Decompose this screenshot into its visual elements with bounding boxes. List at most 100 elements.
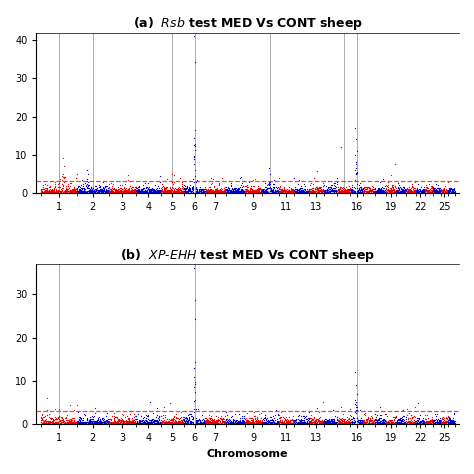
Point bbox=[432, 419, 440, 426]
Point bbox=[51, 420, 58, 428]
Point bbox=[131, 186, 139, 194]
Point bbox=[37, 417, 45, 424]
Point bbox=[304, 418, 311, 426]
Point bbox=[294, 186, 302, 194]
Point bbox=[51, 181, 58, 188]
Point bbox=[414, 417, 422, 425]
Point bbox=[224, 186, 231, 194]
Point bbox=[399, 415, 407, 422]
Point bbox=[49, 420, 57, 428]
Point bbox=[108, 420, 115, 428]
Point bbox=[103, 419, 110, 427]
Point bbox=[440, 416, 448, 424]
Point bbox=[172, 187, 180, 194]
Point bbox=[164, 187, 172, 194]
Point bbox=[302, 416, 310, 423]
Point bbox=[361, 183, 369, 191]
Point bbox=[389, 419, 397, 426]
Point bbox=[96, 419, 103, 427]
Point bbox=[193, 419, 201, 426]
Point bbox=[156, 186, 164, 194]
Point bbox=[159, 188, 167, 195]
Point bbox=[283, 415, 291, 423]
Point bbox=[153, 416, 161, 424]
Point bbox=[138, 188, 146, 196]
Point bbox=[392, 408, 400, 415]
Point bbox=[164, 188, 172, 195]
Point bbox=[181, 188, 188, 195]
Point bbox=[152, 186, 159, 194]
Point bbox=[53, 188, 60, 196]
Point bbox=[365, 420, 373, 428]
Point bbox=[417, 188, 425, 196]
Point bbox=[244, 418, 251, 426]
Point bbox=[119, 187, 127, 194]
Point bbox=[155, 412, 163, 419]
Point bbox=[101, 183, 109, 191]
Point bbox=[41, 413, 48, 420]
Point bbox=[336, 420, 343, 428]
Point bbox=[197, 419, 205, 426]
Point bbox=[412, 417, 420, 425]
Point bbox=[79, 187, 86, 195]
Point bbox=[104, 419, 112, 427]
Point bbox=[119, 188, 127, 195]
Point bbox=[153, 189, 161, 196]
Point bbox=[54, 418, 61, 426]
Point bbox=[68, 419, 76, 426]
Point bbox=[414, 418, 422, 425]
Point bbox=[228, 417, 235, 425]
Point bbox=[163, 184, 170, 192]
Point bbox=[179, 185, 186, 193]
Point bbox=[236, 414, 244, 422]
Point bbox=[118, 416, 126, 424]
Point bbox=[242, 182, 249, 190]
Point bbox=[202, 416, 210, 423]
Point bbox=[348, 419, 356, 426]
Point bbox=[297, 188, 305, 196]
Point bbox=[99, 418, 106, 426]
Point bbox=[105, 185, 112, 192]
Point bbox=[196, 417, 203, 424]
Point bbox=[55, 414, 62, 422]
Point bbox=[314, 184, 321, 191]
Point bbox=[315, 418, 322, 425]
Point bbox=[228, 420, 236, 428]
Point bbox=[75, 188, 83, 195]
Point bbox=[82, 411, 89, 419]
Point bbox=[77, 420, 84, 428]
Point bbox=[379, 418, 386, 425]
Point bbox=[181, 188, 188, 195]
Point bbox=[256, 184, 264, 192]
Point bbox=[241, 419, 248, 427]
Point bbox=[333, 188, 341, 195]
Point bbox=[146, 419, 154, 426]
Point bbox=[136, 187, 143, 195]
Point bbox=[166, 419, 173, 426]
Point bbox=[204, 186, 211, 194]
Point bbox=[411, 418, 419, 426]
Point bbox=[59, 176, 66, 183]
Point bbox=[60, 187, 67, 194]
Point bbox=[287, 186, 295, 194]
Point bbox=[367, 419, 374, 427]
Point bbox=[400, 187, 407, 194]
Point bbox=[209, 419, 217, 427]
Point bbox=[202, 418, 210, 425]
Point bbox=[424, 188, 431, 195]
Point bbox=[264, 189, 272, 196]
Point bbox=[170, 418, 178, 426]
Point bbox=[392, 187, 399, 194]
Point bbox=[145, 188, 153, 195]
Point bbox=[448, 419, 456, 427]
Point bbox=[100, 187, 108, 195]
Point bbox=[427, 419, 435, 427]
Point bbox=[270, 187, 277, 195]
Point bbox=[223, 418, 231, 426]
Point bbox=[255, 188, 263, 196]
Point bbox=[219, 189, 227, 196]
Point bbox=[98, 188, 105, 196]
Point bbox=[248, 420, 255, 428]
Point bbox=[412, 188, 420, 195]
Point bbox=[47, 188, 55, 196]
